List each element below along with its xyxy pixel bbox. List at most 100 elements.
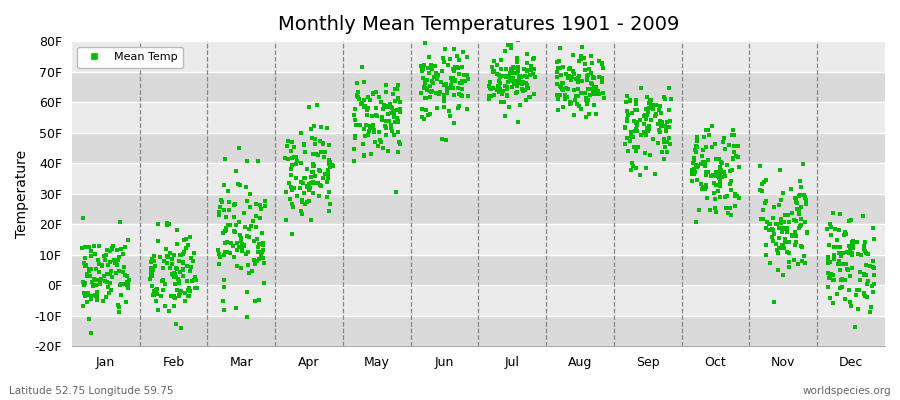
Point	[285, 139, 300, 146]
Point	[860, 250, 875, 257]
Point	[360, 107, 374, 113]
Point	[176, 237, 191, 243]
Point	[294, 179, 309, 185]
Point	[713, 164, 727, 171]
Point	[235, 244, 249, 250]
Point	[597, 95, 611, 101]
Point	[248, 261, 262, 267]
Point	[713, 166, 727, 172]
Point	[554, 72, 568, 78]
Point	[79, 273, 94, 280]
Point	[619, 116, 634, 122]
Point	[755, 207, 770, 213]
Point	[561, 75, 575, 81]
Point	[417, 116, 431, 122]
Point	[253, 215, 267, 222]
Point	[775, 229, 789, 235]
Point	[508, 70, 522, 76]
Point	[500, 92, 514, 99]
Point	[501, 79, 516, 86]
Point	[363, 123, 377, 129]
Point	[170, 227, 184, 234]
Point	[639, 116, 653, 122]
Point	[653, 102, 668, 109]
Point	[422, 54, 436, 60]
Point	[793, 223, 807, 229]
Point	[361, 132, 375, 138]
Point	[388, 119, 402, 126]
Point	[302, 197, 317, 204]
Point	[117, 281, 131, 287]
Point	[777, 244, 791, 251]
Point	[77, 263, 92, 269]
Point	[627, 107, 642, 114]
Point	[754, 188, 769, 194]
Point	[365, 123, 380, 129]
Point	[834, 275, 849, 282]
Point	[300, 183, 314, 190]
Point	[834, 284, 849, 290]
Point	[178, 236, 193, 242]
Point	[351, 94, 365, 100]
Point	[586, 87, 600, 93]
Point	[222, 222, 237, 228]
Point	[821, 260, 835, 266]
Point	[699, 144, 714, 151]
Point	[519, 85, 534, 92]
Point	[316, 140, 330, 146]
Point	[212, 251, 227, 257]
Point	[756, 216, 770, 222]
Point	[443, 112, 457, 119]
Point	[767, 204, 781, 211]
Bar	[72, 163, 885, 194]
Point	[304, 174, 319, 180]
Point	[491, 89, 506, 96]
Point	[698, 127, 713, 134]
Point	[482, 96, 496, 102]
Point	[428, 70, 443, 76]
Point	[858, 248, 872, 254]
Point	[354, 101, 368, 107]
Point	[685, 178, 699, 184]
Point	[218, 228, 232, 234]
Point	[82, 266, 96, 272]
Point	[788, 194, 802, 201]
Point	[451, 105, 465, 111]
Point	[574, 52, 589, 59]
Point	[393, 108, 408, 115]
Point	[651, 140, 665, 147]
Point	[452, 90, 466, 97]
Point	[636, 121, 651, 127]
Point	[321, 167, 336, 173]
Point	[837, 232, 851, 238]
Point	[799, 201, 814, 207]
Point	[313, 183, 328, 190]
Point	[866, 289, 880, 295]
Point	[690, 164, 705, 170]
Point	[351, 89, 365, 96]
Point	[662, 107, 676, 113]
Point	[504, 65, 518, 72]
Point	[388, 86, 402, 93]
Point	[840, 265, 854, 272]
Point	[306, 179, 320, 185]
Point	[857, 246, 871, 252]
Point	[776, 190, 790, 196]
Point	[161, 220, 176, 227]
Point	[714, 159, 728, 166]
Point	[172, 293, 186, 299]
Point	[89, 289, 104, 295]
Point	[629, 96, 643, 103]
Point	[857, 271, 871, 278]
Point	[379, 125, 393, 132]
Legend: Mean Temp: Mean Temp	[77, 47, 184, 68]
Point	[705, 123, 719, 129]
Point	[621, 112, 635, 118]
Point	[369, 88, 383, 95]
Point	[228, 201, 242, 208]
Point	[796, 192, 811, 198]
Point	[658, 144, 672, 150]
Point	[579, 114, 593, 120]
Point	[303, 126, 318, 132]
Point	[579, 95, 593, 101]
